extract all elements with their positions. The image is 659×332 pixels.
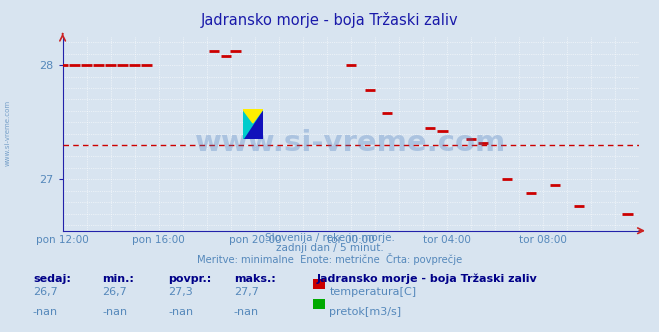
Text: pretok[m3/s]: pretok[m3/s] [330,307,401,317]
Text: 26,7: 26,7 [33,287,58,297]
Text: Meritve: minimalne  Enote: metrične  Črta: povprečje: Meritve: minimalne Enote: metrične Črta:… [197,253,462,265]
Text: povpr.:: povpr.: [168,274,212,284]
Text: Jadransko morje - boja Tržaski zaliv: Jadransko morje - boja Tržaski zaliv [316,274,537,285]
Text: 26,7: 26,7 [102,287,127,297]
Polygon shape [243,110,263,123]
Text: -nan: -nan [102,307,127,317]
Text: 27,7: 27,7 [234,287,259,297]
Polygon shape [243,110,263,139]
Text: 27,3: 27,3 [168,287,193,297]
Text: zadnji dan / 5 minut.: zadnji dan / 5 minut. [275,243,384,253]
Text: Jadransko morje - boja Tržaski zaliv: Jadransko morje - boja Tržaski zaliv [201,12,458,28]
Text: sedaj:: sedaj: [33,274,71,284]
Polygon shape [243,110,263,139]
Text: www.si-vreme.com: www.si-vreme.com [195,129,507,157]
Text: min.:: min.: [102,274,134,284]
Text: maks.:: maks.: [234,274,275,284]
Text: -nan: -nan [33,307,58,317]
Text: temperatura[C]: temperatura[C] [330,287,416,297]
Text: www.si-vreme.com: www.si-vreme.com [5,100,11,166]
Text: -nan: -nan [168,307,193,317]
Text: Slovenija / reke in morje.: Slovenija / reke in morje. [264,233,395,243]
Text: -nan: -nan [234,307,259,317]
